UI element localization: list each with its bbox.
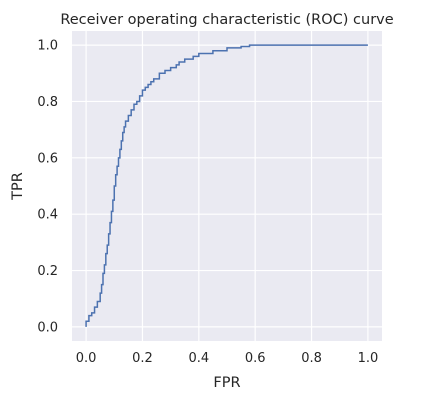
x-tick-label: 0.8 [301,351,322,366]
grid-lines [72,31,382,341]
roc-curve-line [85,44,368,327]
x-tick-label: 0.0 [76,351,97,366]
y-tick-label: 0.4 [37,208,58,223]
x-tick-labels: 0.0 0.2 0.4 0.6 0.8 1.0 [76,351,379,366]
x-axis-label: FPR [213,375,240,391]
chart-title: Receiver operating characteristic (ROC) … [60,12,393,28]
x-tick-label: 0.6 [245,351,266,366]
y-tick-label: 0.6 [37,151,58,166]
y-axis-label: TPR [10,172,26,201]
x-tick-label: 0.2 [132,351,153,366]
y-tick-label: 0.2 [37,264,58,279]
x-tick-label: 1.0 [358,351,379,366]
plot-area [72,31,382,341]
y-tick-label: 0.0 [37,320,58,335]
y-tick-label: 0.8 [37,95,58,110]
y-tick-labels: 0.0 0.2 0.4 0.6 0.8 1.0 [37,39,58,336]
x-tick-label: 0.4 [188,351,209,366]
y-tick-label: 1.0 [37,39,58,54]
